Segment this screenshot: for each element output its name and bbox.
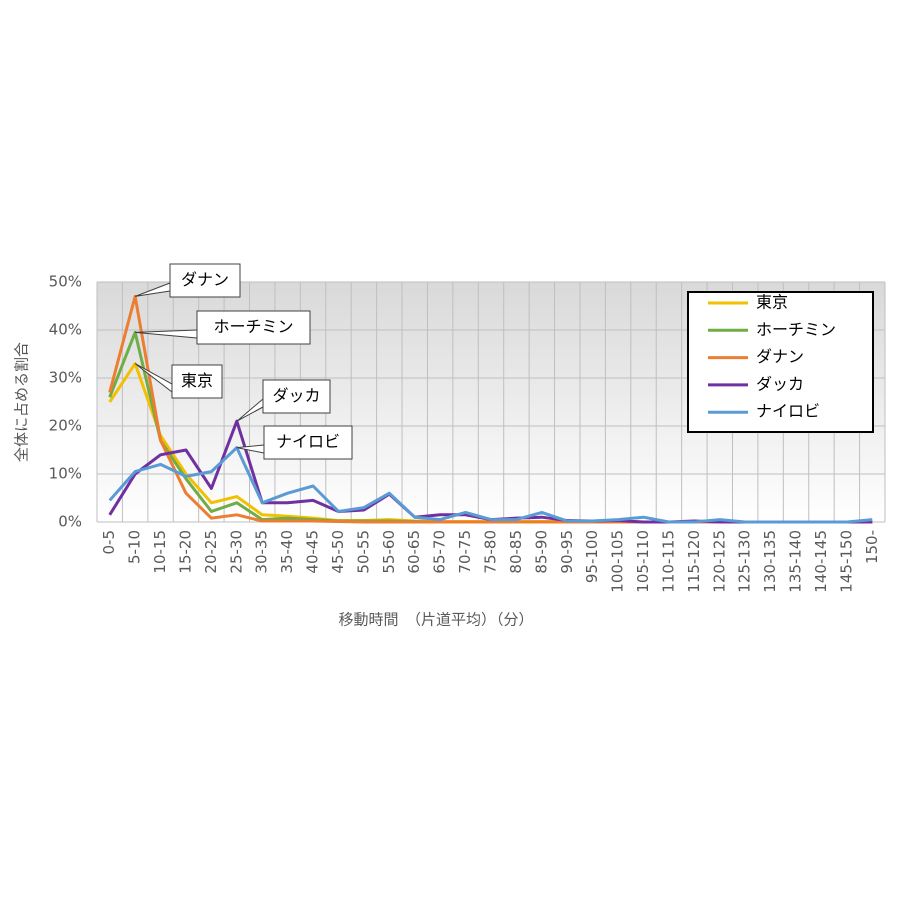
- callout-label: 東京: [181, 371, 213, 390]
- x-tick-label: 60-65: [405, 530, 423, 574]
- x-tick-label: 15-20: [176, 530, 194, 574]
- x-tick-label: 145-150: [837, 530, 855, 593]
- x-tick-label: 85-90: [532, 530, 550, 574]
- legend-label: ナイロビ: [756, 402, 820, 421]
- callout-box: [171, 364, 223, 399]
- callout: 東京: [134, 363, 223, 399]
- legend-label: ダッカ: [756, 374, 804, 393]
- x-tick-label: 65-70: [431, 530, 449, 574]
- x-axis-label: 移動時間 （片道平均）（分）: [338, 611, 533, 629]
- x-tick-label: 5-10: [126, 530, 144, 564]
- x-tick-label: 35-40: [278, 530, 296, 574]
- legend-label: 東京: [756, 293, 788, 312]
- x-tick-label: 55-60: [380, 530, 398, 574]
- y-axis-label: 全体に占める割合: [13, 342, 31, 462]
- x-tick-label: 25-30: [227, 530, 245, 574]
- x-tick-label: 140-145: [812, 530, 830, 593]
- legend-label: ダナン: [756, 347, 804, 366]
- x-tick-label: 10-15: [151, 530, 169, 574]
- x-tick-label: 90-95: [558, 530, 576, 574]
- x-tick-label: 20-25: [202, 530, 220, 574]
- callout-box: [169, 263, 241, 298]
- x-tick-label: 45-50: [329, 530, 347, 574]
- y-tick-label: 10%: [49, 465, 82, 483]
- y-tick-label: 40%: [49, 321, 82, 339]
- x-tick-label: 120-125: [710, 530, 728, 593]
- callout-label: ホーチミン: [213, 317, 293, 336]
- x-tick-label: 105-110: [634, 530, 652, 593]
- legend-label: ホーチミン: [756, 320, 836, 339]
- callout-box: [196, 310, 311, 345]
- callout: ホーチミン: [135, 310, 311, 345]
- y-tick-label: 30%: [49, 369, 82, 387]
- x-tick-label: 70-75: [456, 530, 474, 574]
- callout-pointer: [134, 282, 171, 297]
- x-tick-label: 135-140: [787, 530, 805, 593]
- x-tick-label: 50-55: [354, 530, 372, 574]
- x-tick-label: 100-105: [609, 530, 627, 593]
- x-tick-label: 95-100: [583, 530, 601, 583]
- x-tick-label: 110-115: [659, 530, 677, 593]
- x-tick-label: 30-35: [253, 530, 271, 574]
- callout-box: [262, 379, 331, 414]
- callout: ダナン: [134, 263, 241, 298]
- callout: ダッカ: [236, 379, 331, 422]
- x-tick-label: 115-120: [685, 530, 703, 593]
- callout-label: ダッカ: [272, 386, 320, 405]
- y-tick-label: 0%: [58, 513, 82, 531]
- x-tick-label: 130-135: [761, 530, 779, 593]
- legend-box: [687, 291, 874, 433]
- callout: ナイロビ: [236, 425, 353, 460]
- y-tick-label: 20%: [49, 417, 82, 435]
- x-tick-label: 40-45: [304, 530, 322, 574]
- y-tick-label: 50%: [49, 273, 82, 291]
- callout-label: ナイロビ: [276, 432, 340, 451]
- x-tick-label: 150-: [863, 530, 881, 564]
- x-tick-label: 125-130: [736, 530, 754, 593]
- callout-label: ダナン: [181, 270, 229, 289]
- callout-pointer: [236, 398, 264, 422]
- callout-pointer: [236, 444, 265, 454]
- callout-pointer: [134, 363, 173, 393]
- callout-pointer: [135, 329, 198, 339]
- x-tick-label: 75-80: [482, 530, 500, 574]
- callout-box: [263, 425, 353, 460]
- x-tick-label: 80-85: [507, 530, 525, 574]
- x-tick-label: 0-5: [100, 530, 118, 555]
